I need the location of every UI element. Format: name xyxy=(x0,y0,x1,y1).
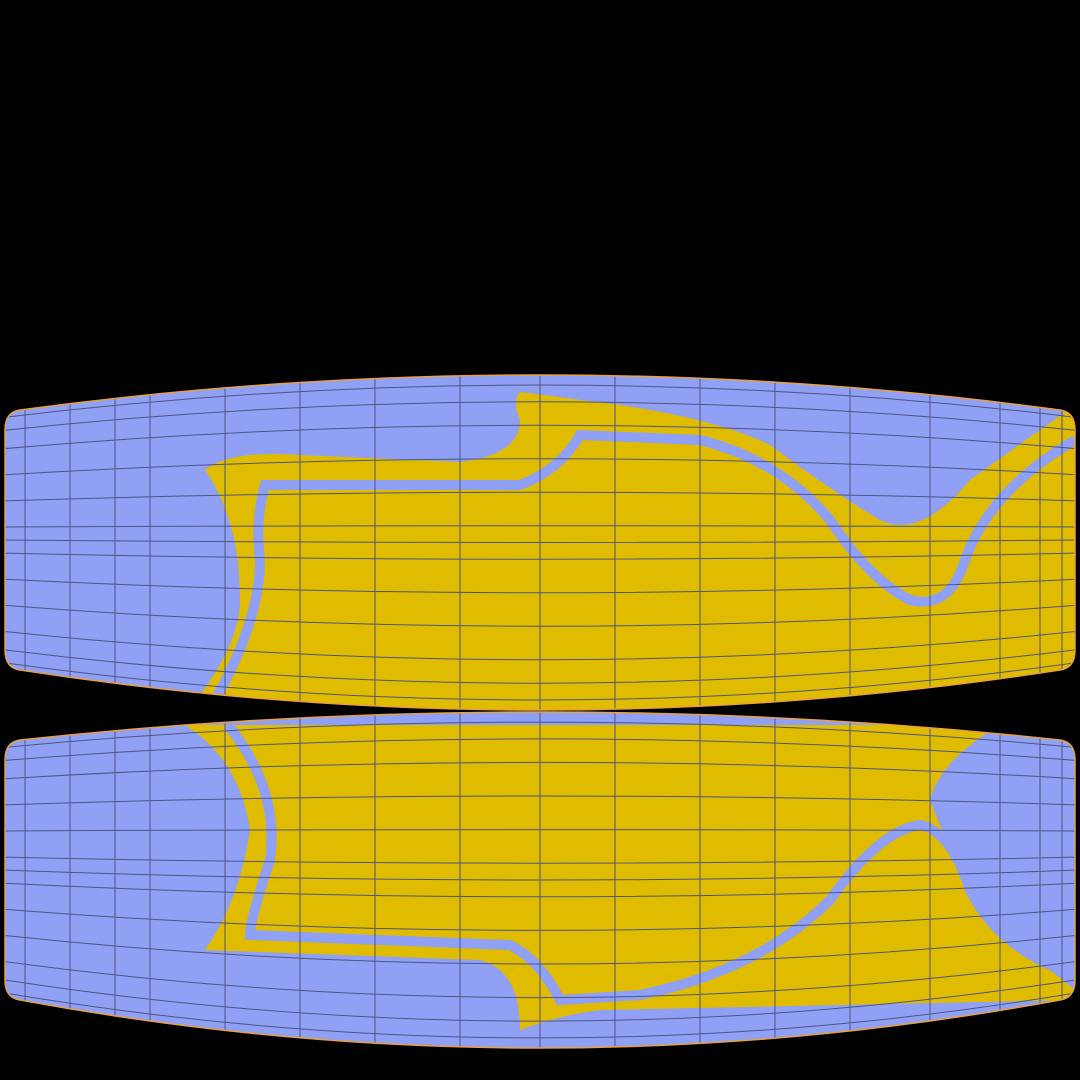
yellow-region xyxy=(180,392,1075,710)
island-outline xyxy=(4,374,1076,711)
blue-stripe xyxy=(224,721,1075,1006)
blue-stripe xyxy=(210,429,1075,703)
yellow-region xyxy=(185,725,1075,1030)
uv-island-bottom xyxy=(5,712,1075,1048)
island-outline xyxy=(4,711,1076,1049)
uv-island-top xyxy=(5,375,1075,710)
